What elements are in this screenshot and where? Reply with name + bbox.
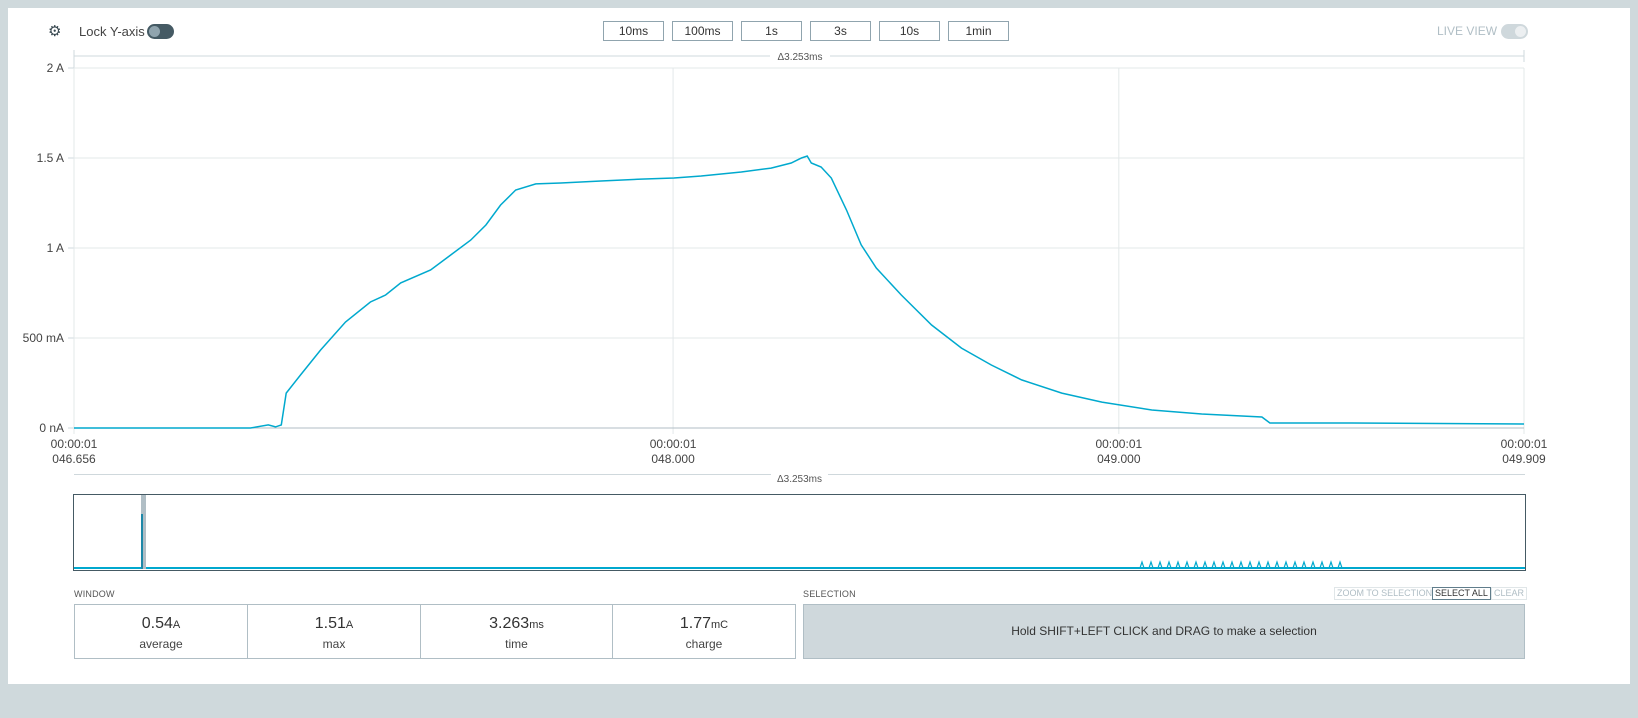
lock-y-axis-toggle[interactable]: [147, 24, 174, 39]
delta-label-top: Δ3.253ms: [777, 52, 822, 63]
x-tick-label: 046.656: [52, 452, 96, 466]
panel: [8, 8, 1630, 684]
stat-average: 0.54A average: [74, 604, 248, 659]
overview-activity: [74, 560, 1525, 569]
zoom-to-selection-button[interactable]: ZOOM TO SELECTION: [1334, 587, 1436, 600]
time-button-1s[interactable]: 1s: [741, 21, 802, 41]
gear-icon[interactable]: ⚙: [48, 23, 62, 40]
y-tick-label: 1.5 A: [37, 151, 64, 165]
overview-frame: [73, 494, 1526, 571]
live-view-toggle[interactable]: [1501, 24, 1528, 39]
overview-window-marker: [141, 495, 146, 569]
time-button-10ms[interactable]: 10ms: [603, 21, 664, 41]
window-title: WINDOW: [74, 589, 115, 599]
delta-label-bottom: Δ3.253ms: [770, 474, 829, 485]
selection-hint[interactable]: Hold SHIFT+LEFT CLICK and DRAG to make a…: [803, 604, 1525, 659]
series-line-current: [74, 155, 1525, 429]
y-tick-label: 500 mA: [23, 331, 64, 345]
x-tick-label: 00:00:01: [51, 437, 98, 451]
overview-spike: [141, 514, 143, 569]
y-tick-label: 2 A: [47, 61, 64, 75]
time-button-10s[interactable]: 10s: [879, 21, 940, 41]
select-all-button[interactable]: SELECT ALL: [1432, 587, 1491, 600]
live-view-label: LIVE VIEW: [1437, 24, 1498, 38]
x-tick-label: 00:00:01: [650, 437, 697, 451]
lock-y-axis-label: Lock Y-axis: [79, 24, 145, 39]
x-tick-label: 00:00:01: [1095, 437, 1142, 451]
y-tick-label: 0 nA: [39, 421, 64, 435]
x-tick-label: 049.909: [1502, 452, 1546, 466]
y-tick-label: 1 A: [47, 241, 64, 255]
time-button-3s[interactable]: 3s: [810, 21, 871, 41]
overview-minimap[interactable]: [73, 494, 1526, 571]
selection-title: SELECTION: [803, 589, 856, 599]
time-button-1min[interactable]: 1min: [948, 21, 1009, 41]
stat-charge: 1.77mC charge: [612, 604, 796, 659]
delta-label-bg: [770, 49, 830, 63]
x-tick-label: 049.000: [1097, 452, 1141, 466]
stat-max: 1.51A max: [247, 604, 421, 659]
time-button-100ms[interactable]: 100ms: [672, 21, 733, 41]
clear-button[interactable]: CLEAR: [1491, 587, 1528, 600]
x-tick-label: 048.000: [651, 452, 695, 466]
stat-time: 3.263ms time: [420, 604, 613, 659]
x-tick-label: 00:00:01: [1501, 437, 1548, 451]
